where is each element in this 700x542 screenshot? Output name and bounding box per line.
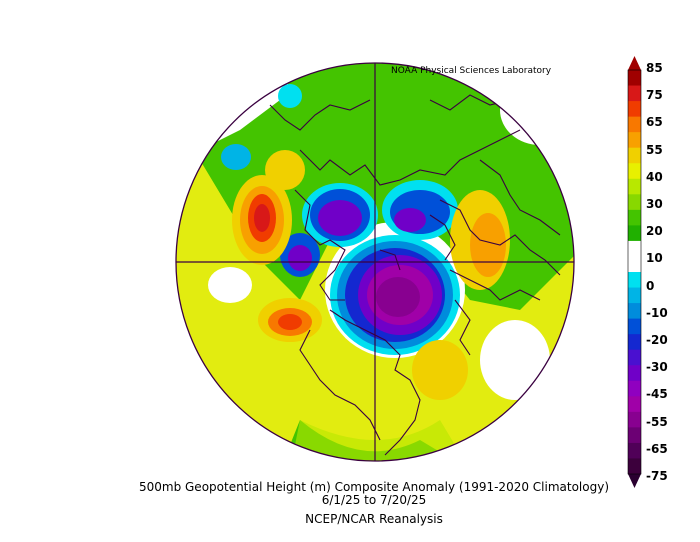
- colorbar-swatch: [628, 458, 641, 475]
- colorbar-swatch: [628, 240, 641, 257]
- colorbar-label: 75: [646, 88, 663, 103]
- colorbar-arrow-bottom: [628, 474, 641, 488]
- map-boundary: [175, 62, 575, 462]
- colorbar-swatch: [628, 163, 641, 180]
- colorbar-swatch: [628, 318, 641, 335]
- colorbar-swatch: [628, 225, 641, 242]
- colorbar-label: -20: [646, 333, 668, 347]
- caption-source: NCEP/NCAR Reanalysis: [305, 512, 443, 526]
- colorbar-swatch: [628, 147, 641, 164]
- colorbar-swatch: [628, 209, 641, 226]
- colorbar-swatch: [628, 256, 641, 273]
- colorbar-swatch: [628, 442, 641, 459]
- colorbar-label: -65: [646, 441, 668, 456]
- credit-label: NOAA Physical Sciences Laboratory: [391, 66, 552, 76]
- colorbar-label: -55: [646, 414, 668, 429]
- colorbar-label: -30: [646, 360, 668, 375]
- colorbar-swatch: [628, 70, 641, 87]
- colorbar-label: -10: [646, 305, 668, 320]
- colorbar-label: 0: [646, 278, 655, 293]
- colorbar-label: 20: [646, 224, 663, 239]
- colorbar-swatch: [628, 303, 641, 320]
- colorbar-swatch: [628, 396, 641, 413]
- colorbar-swatch: [628, 334, 641, 351]
- colorbar-label: -75: [646, 469, 668, 483]
- colorbar-label: 30: [646, 197, 663, 211]
- caption-dates: 6/1/25 to 7/20/25: [321, 493, 427, 507]
- colorbar-label: -45: [646, 387, 668, 402]
- colorbar-label: 40: [646, 169, 663, 184]
- colorbar-label: 85: [646, 61, 663, 75]
- colorbar-arrow-top: [628, 56, 641, 70]
- colorbar-swatch: [628, 349, 641, 366]
- coastlines: [269, 94, 561, 456]
- caption-title: 500mb Geopotential Height (m) Composite …: [138, 480, 609, 494]
- colorbar-swatch: [628, 194, 641, 211]
- colorbar-swatch: [628, 365, 641, 382]
- colorbar-swatch: [628, 85, 641, 102]
- colorbar-swatch: [628, 116, 641, 133]
- colorbar-swatch: [628, 380, 641, 397]
- colorbar-swatch: [628, 411, 641, 428]
- colorbar-swatch: [628, 178, 641, 195]
- colorbar-swatch: [628, 287, 641, 304]
- colorbar-label: 65: [646, 115, 663, 130]
- colorbar-swatch: [628, 101, 641, 118]
- colorbar-swatch: [628, 272, 641, 289]
- colorbar-swatch: [628, 427, 641, 444]
- colorbar-swatch: [628, 132, 641, 149]
- colorbar-label: 10: [646, 251, 663, 266]
- colorbar: [627, 56, 642, 488]
- colorbar-label: 55: [646, 142, 663, 157]
